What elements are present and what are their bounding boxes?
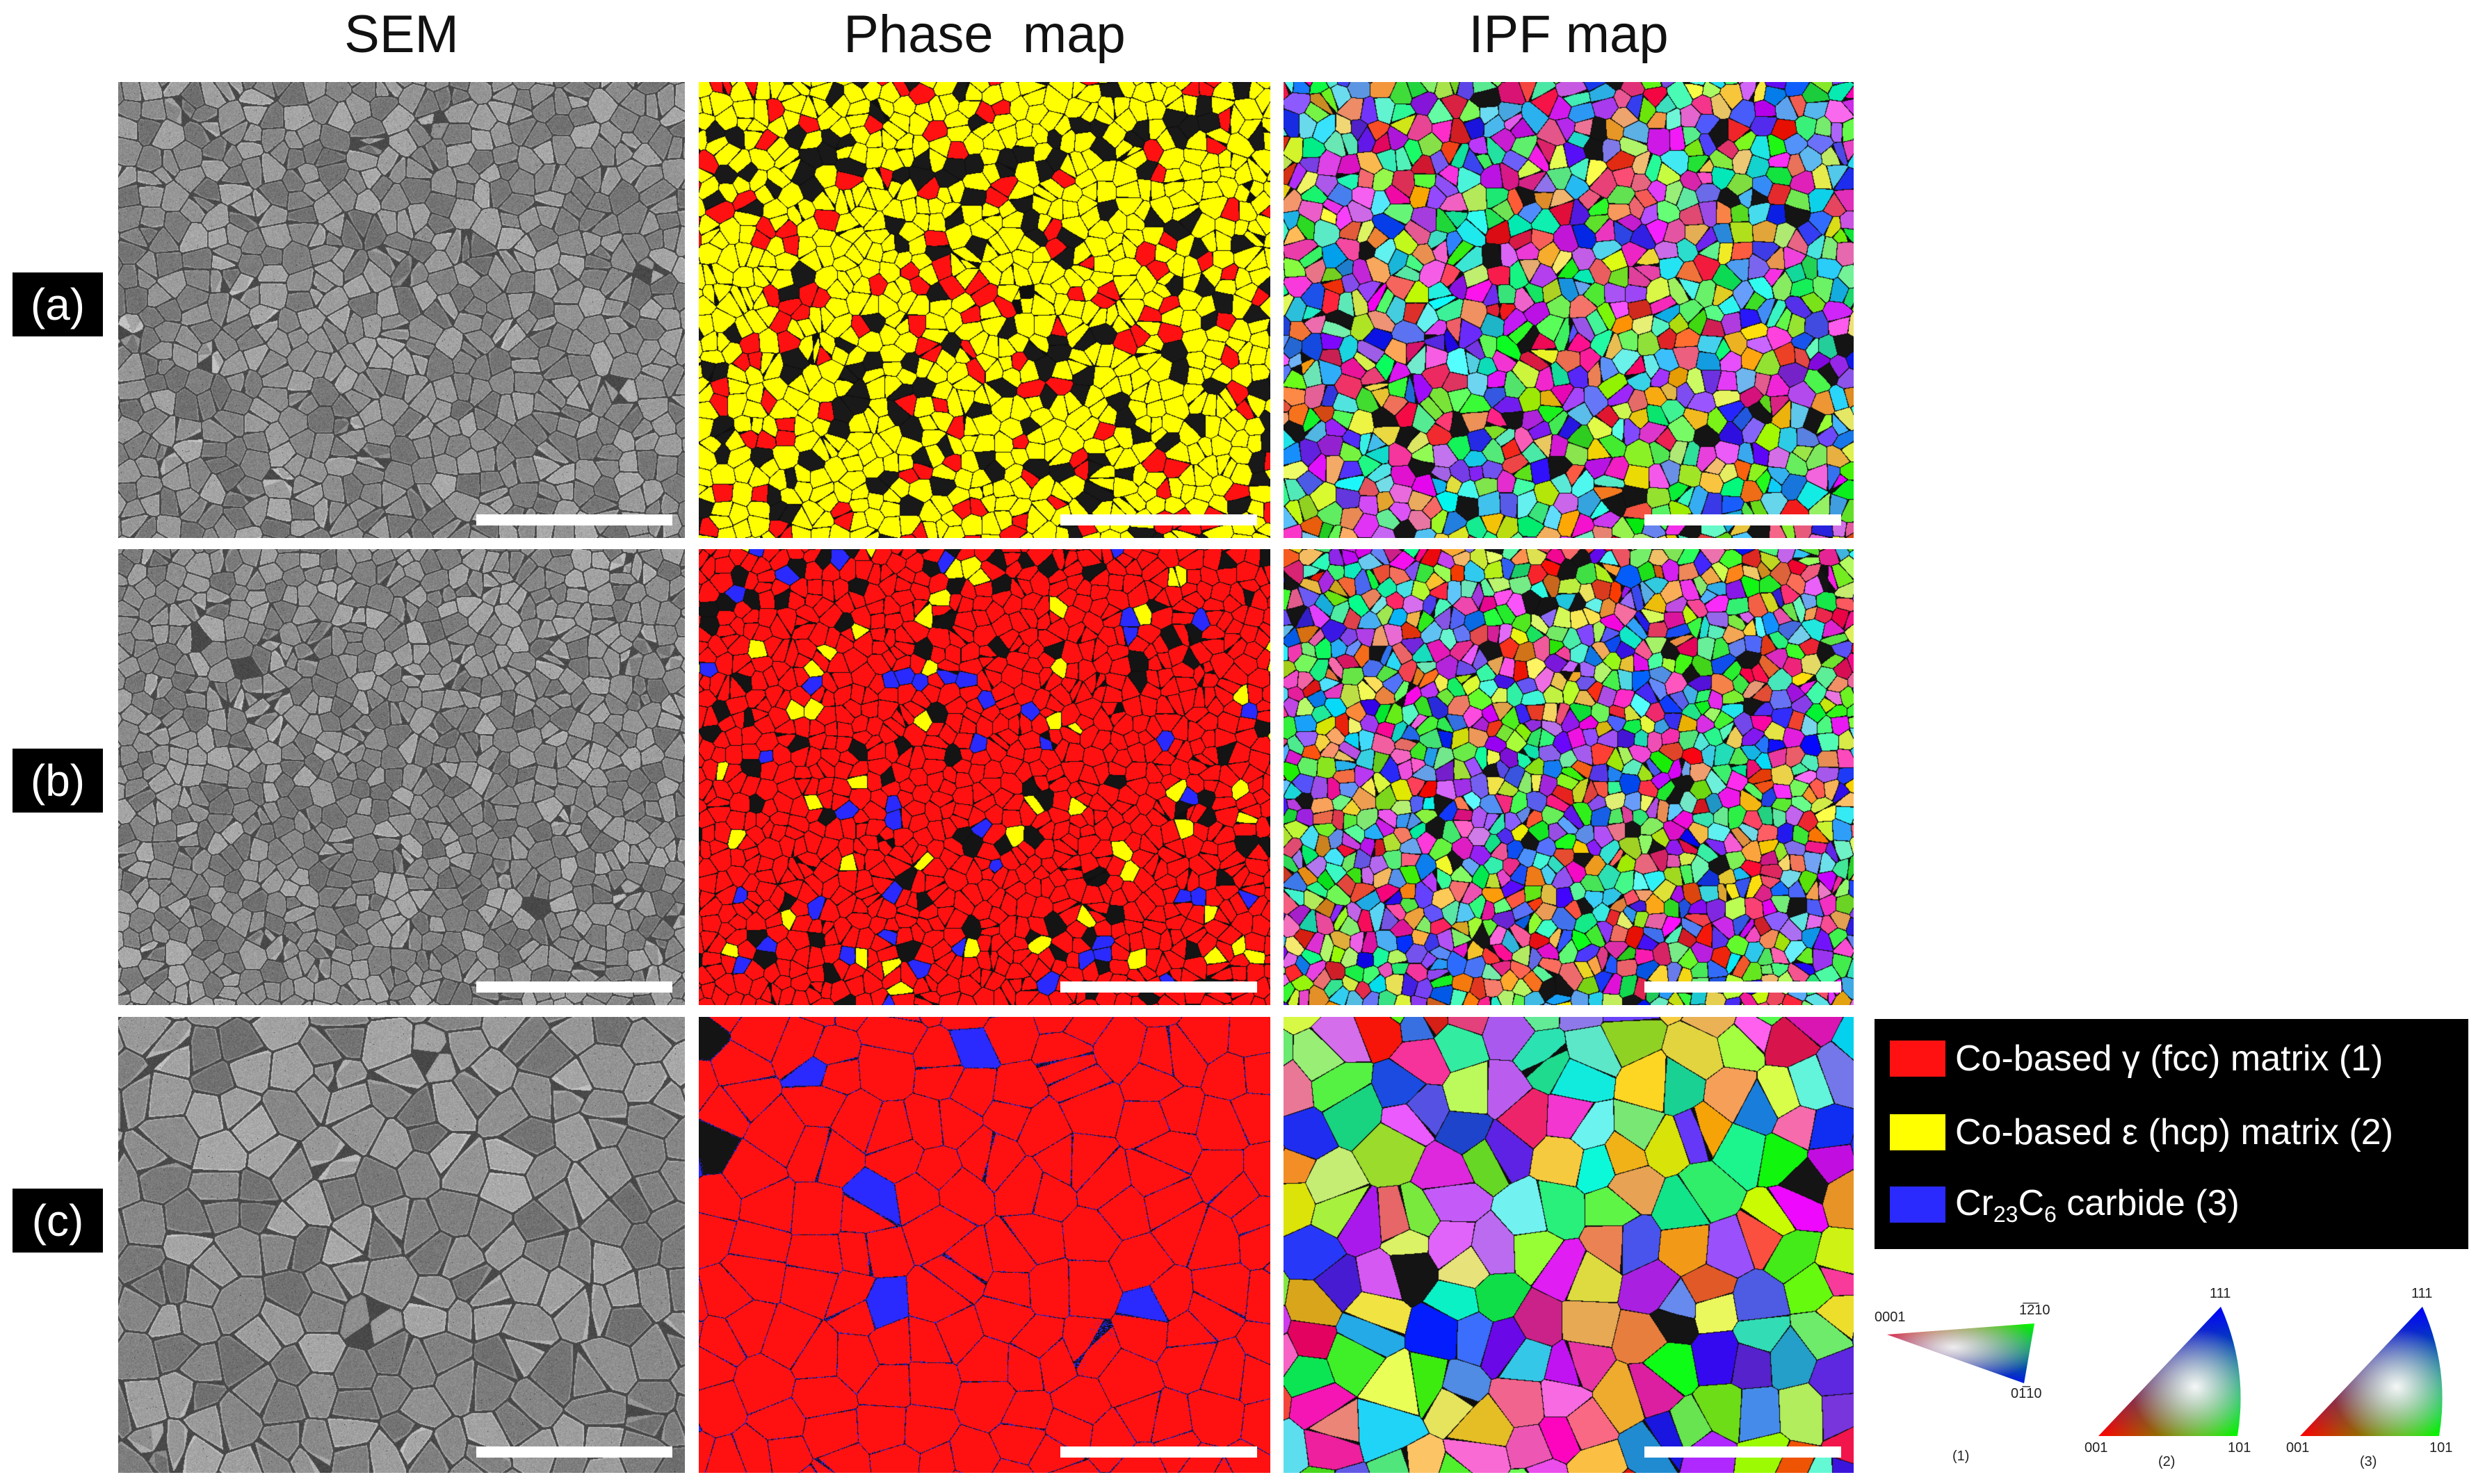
ipf-key-label: 101 [2429,1440,2453,1456]
sem-image-b [118,549,685,1005]
scale-bar [1644,981,1841,993]
phase-map-b [699,549,1270,1005]
ipf-key-label: 111 [2210,1286,2231,1301]
ipf-color-key-hcp: 0001 1̅2̅10 01̅10 (1) [1875,1300,2062,1474]
ipf-key-label: 0001 [1875,1310,1906,1325]
ipf-map-c [1284,1017,1854,1473]
scale-bar [476,1446,672,1458]
ipf-key-label: 01̅10 [2011,1386,2042,1401]
legend-swatch-fcc [1890,1041,1945,1077]
scale-bar [1060,981,1257,993]
legend-item-hcp: Co-based ε (hcp) matrix (2) [1890,1108,2393,1157]
phase-legend: Co-based γ (fcc) matrix (1) Co-based ε (… [1875,1019,2468,1249]
legend-swatch-hcp [1890,1114,1945,1150]
ipf-map-b [1284,549,1854,1005]
ipf-key-caption: (1) [1952,1449,1970,1464]
ipf-key-caption: (3) [2360,1454,2377,1469]
legend-label-fcc: Co-based γ (fcc) matrix (1) [1955,1038,2383,1079]
ipf-key-label: 111 [2411,1286,2433,1301]
phase-map-a [699,82,1270,538]
row-label-c: (c) [13,1189,103,1253]
column-title-sem: SEM [344,5,459,64]
scale-bar [1060,1446,1257,1458]
scale-bar [1644,1446,1841,1458]
ipf-map-a [1284,82,1854,538]
legend-item-fcc: Co-based γ (fcc) matrix (1) [1890,1034,2383,1083]
ipf-key-label: 001 [2085,1440,2108,1456]
sem-image-a [118,82,685,538]
ipf-color-key-carbide: 111 001 101 (3) [2285,1279,2467,1474]
scale-bar [476,981,672,993]
ipf-key-caption: (2) [2158,1454,2176,1469]
row-label-b: (b) [13,749,103,813]
scale-bar [476,514,672,525]
phase-map-c [699,1017,1270,1473]
sem-image-c [118,1017,685,1473]
column-title-ipf-map: IPF map [1468,5,1669,64]
legend-swatch-carbide [1890,1187,1945,1223]
column-title-phase-map: Phase map [843,5,1126,64]
legend-label-carbide: Cr23C6 carbide (3) [1955,1182,2240,1227]
ipf-key-label: 101 [2228,1440,2251,1456]
legend-label-hcp: Co-based ε (hcp) matrix (2) [1955,1112,2394,1152]
ipf-key-label: 1̅2̅10 [2019,1303,2050,1318]
ipf-key-label: 001 [2286,1440,2310,1456]
scale-bar [1644,514,1841,525]
row-label-a: (a) [13,272,103,336]
ipf-color-key-fcc: 111 001 101 (2) [2083,1279,2264,1474]
scale-bar [1060,514,1257,525]
legend-item-carbide: Cr23C6 carbide (3) [1890,1180,2240,1229]
